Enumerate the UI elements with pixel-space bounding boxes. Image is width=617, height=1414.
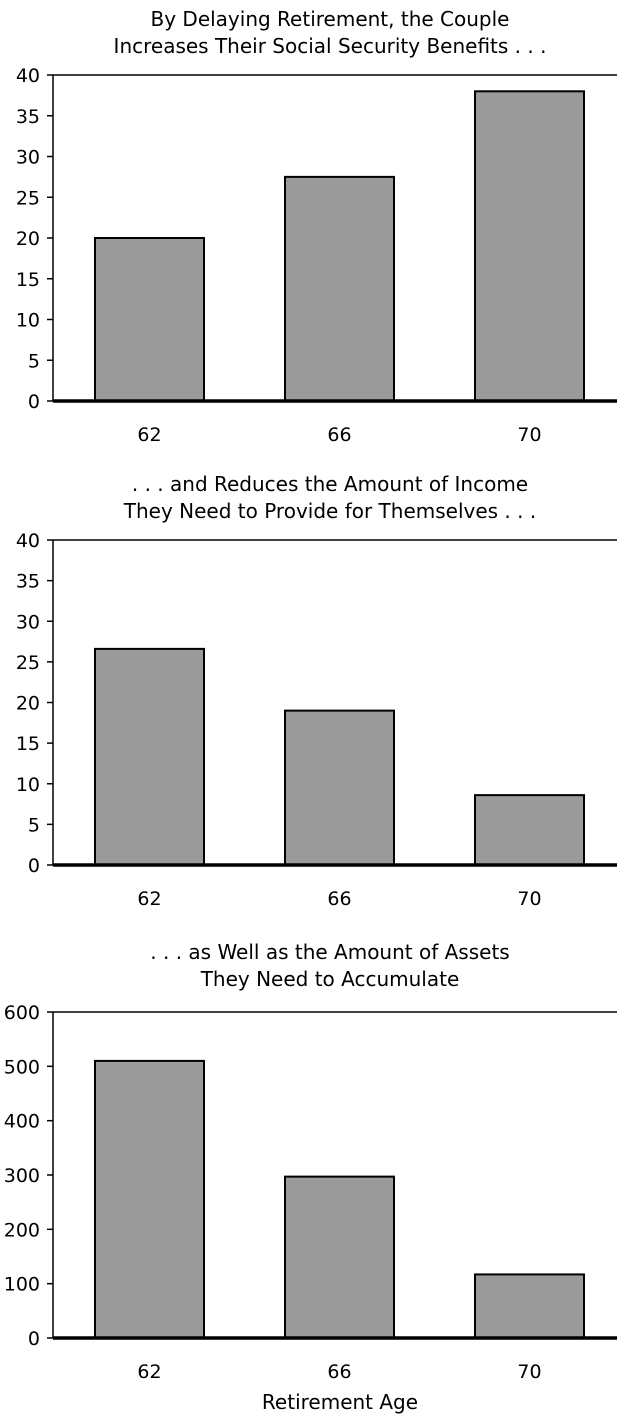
bar-62 xyxy=(94,237,205,402)
chart-2-title-line-2: They Need to Provide for Themselves . . … xyxy=(123,499,537,523)
x-tick-label: 70 xyxy=(517,1361,541,1383)
y-tick-label: 0 xyxy=(28,855,40,877)
y-tick-label: 15 xyxy=(16,269,40,291)
chart-2-plot: 0 5 10 15 20 25 30 35 40 62 66 70 xyxy=(16,530,617,910)
x-tick-label: 66 xyxy=(327,424,351,446)
chart-1-title-line-2: Increases Their Social Security Benefits… xyxy=(113,34,547,58)
chart-2-title-line-1: . . . and Reduces the Amount of Income xyxy=(131,472,529,496)
y-tick-label: 300 xyxy=(4,1165,40,1187)
x-tick-label: 70 xyxy=(517,888,541,910)
bar-62 xyxy=(94,647,205,866)
chart-1-title-line-1: By Delaying Retirement, the Couple xyxy=(150,7,510,31)
bar-62 xyxy=(94,1059,205,1340)
x-tick-label: 70 xyxy=(517,424,541,446)
y-tick-label: 600 xyxy=(4,1002,40,1024)
bar-66 xyxy=(284,709,395,866)
bar-70 xyxy=(474,1273,585,1339)
y-tick-label: 35 xyxy=(16,571,40,593)
y-tick-label: 100 xyxy=(4,1274,40,1296)
x-tick-label: 66 xyxy=(327,1361,351,1383)
y-tick-label: 35 xyxy=(16,106,40,128)
x-axis-label: Retirement Age xyxy=(261,1390,419,1414)
x-tick-label: 66 xyxy=(327,888,351,910)
bar-66 xyxy=(284,175,395,402)
bar-70 xyxy=(474,90,585,403)
y-tick-label: 400 xyxy=(4,1111,40,1133)
chart-3-title-line-2: They Need to Accumulate xyxy=(200,967,460,991)
y-tick-label: 10 xyxy=(16,774,40,796)
y-tick-label: 40 xyxy=(16,530,40,552)
chart-1-title: By Delaying Retirement, the Couple Incre… xyxy=(0,6,617,60)
x-tick-label: 62 xyxy=(137,1361,161,1383)
bar-66 xyxy=(284,1175,395,1339)
y-tick-label: 5 xyxy=(28,814,40,836)
chart-3-plot: 0 100 200 300 400 500 600 62 66 70 xyxy=(4,1002,617,1383)
y-tick-label: 200 xyxy=(4,1219,40,1241)
y-tick-label: 0 xyxy=(28,391,40,413)
bar-70 xyxy=(474,794,585,866)
x-tick-label: 62 xyxy=(137,888,161,910)
chart-1-plot: 0 5 10 15 20 25 30 35 40 62 66 70 xyxy=(16,65,617,446)
y-tick-label: 15 xyxy=(16,733,40,755)
y-tick-label: 20 xyxy=(16,228,40,250)
y-tick-label: 25 xyxy=(16,187,40,209)
chart-3-title-line-1: . . . as Well as the Amount of Assets xyxy=(150,940,510,964)
chart-2-title: . . . and Reduces the Amount of Income T… xyxy=(0,471,617,525)
y-tick-label: 10 xyxy=(16,310,40,332)
y-tick-label: 500 xyxy=(4,1056,40,1078)
y-tick-label: 5 xyxy=(28,350,40,372)
x-tick-label: 62 xyxy=(137,424,161,446)
chart-3-title: . . . as Well as the Amount of Assets Th… xyxy=(0,939,617,993)
y-tick-label: 30 xyxy=(16,147,40,169)
y-tick-label: 25 xyxy=(16,652,40,674)
y-tick-label: 40 xyxy=(16,65,40,87)
y-tick-label: 20 xyxy=(16,693,40,715)
y-tick-label: 30 xyxy=(16,611,40,633)
y-tick-label: 0 xyxy=(28,1328,40,1350)
